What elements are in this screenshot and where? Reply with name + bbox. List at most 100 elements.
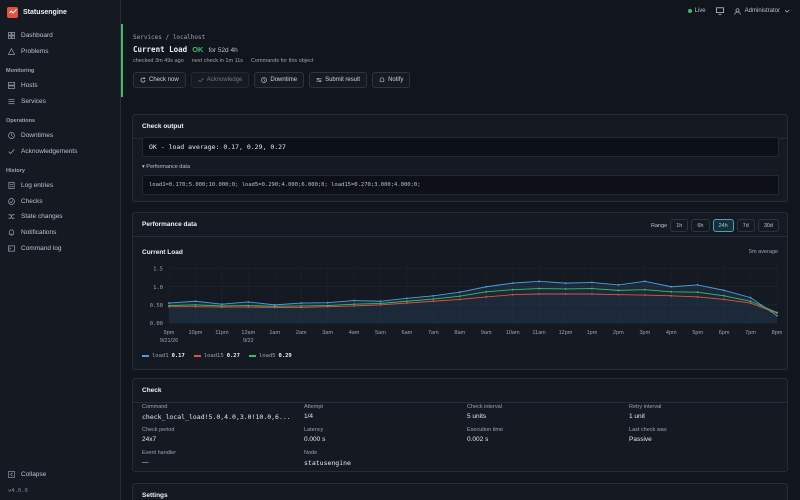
clock-icon	[261, 77, 268, 83]
y-tick-label: 0.00	[150, 321, 163, 327]
divider	[133, 402, 787, 403]
field-last-check: Last check was Passive	[629, 427, 667, 443]
legend-item-load15[interactable]: load15 0.27	[193, 353, 240, 359]
data-point-load1	[300, 302, 303, 304]
sliders-icon	[316, 77, 322, 83]
sidebar-item-label: State changes	[21, 212, 63, 220]
range-7d[interactable]: 7d	[736, 219, 755, 232]
range-24h[interactable]: 24h	[712, 219, 734, 232]
sidebar-item-label: Log entries	[21, 181, 54, 189]
data-point-load1	[485, 285, 488, 288]
x-tick-label: 3am	[322, 330, 333, 336]
series-area-load1	[169, 281, 777, 323]
collapse-button[interactable]: Collapse	[8, 471, 46, 478]
data-point-load15	[696, 296, 699, 298]
sidebar-item-services[interactable]: Services	[8, 96, 46, 106]
acknowledge-button[interactable]: Acknowledge	[190, 72, 250, 88]
sidebar-item-dashboard[interactable]: Dashboard	[8, 30, 53, 40]
field-retry-interval: Retry interval 1 unit	[629, 404, 661, 420]
data-point-load5	[776, 311, 778, 314]
breadcrumb[interactable]: Services / localhost	[133, 34, 206, 41]
sidebar-item-notifications[interactable]: Notifications	[8, 227, 56, 237]
legend-value: 0.29	[278, 353, 292, 359]
sidebar-item-hosts[interactable]: Hosts	[8, 80, 38, 90]
bell-icon	[8, 229, 15, 236]
chevron-left-icon	[8, 471, 15, 478]
sidebar-item-problems[interactable]: Problems	[8, 46, 48, 56]
data-point-load15	[194, 305, 197, 308]
bell-icon	[379, 77, 385, 82]
sidebar-item-log-entries[interactable]: Log entries	[8, 180, 53, 190]
data-point-load1	[432, 294, 435, 297]
data-point-load15	[564, 293, 567, 295]
perfdata-toggle[interactable]: ▾ Performance data	[142, 164, 191, 170]
range-6h[interactable]: 6h	[691, 219, 710, 232]
sidebar-item-command-log[interactable]: Command log	[8, 243, 61, 253]
x-tick-label: 12am	[241, 330, 255, 336]
x-tick-label: 11am	[532, 330, 546, 336]
notify-button[interactable]: Notify	[372, 72, 411, 88]
sidebar-item-downtimes[interactable]: Downtimes	[8, 130, 53, 140]
legend-name: load1	[152, 353, 169, 359]
data-point-load5	[643, 288, 646, 291]
x-tick-label: 10pm	[189, 330, 203, 336]
user-menu[interactable]: Administrator	[734, 7, 790, 15]
x-tick-label: 9pm	[164, 330, 175, 336]
sidebar-item-label: Notifications	[21, 228, 57, 236]
x-tick-label: 1am	[269, 330, 280, 336]
legend-item-load5[interactable]: load5 0.29	[248, 353, 292, 359]
field-value: Passive	[629, 436, 652, 443]
sidebar-item-label: Hosts	[21, 81, 38, 89]
x-tick-label: 8pm	[772, 330, 783, 336]
next-check: next check in 1m 11s	[191, 58, 244, 64]
field-value: 5 units	[467, 413, 487, 420]
data-point-load1	[749, 296, 752, 299]
field-event-handler: Event handler —	[142, 450, 176, 466]
range-30d[interactable]: 30d	[757, 219, 779, 232]
field-value: 1 unit	[629, 413, 645, 420]
data-point-load1	[353, 299, 355, 302]
submit-result-button[interactable]: Submit result	[309, 72, 368, 88]
legend-item-load1[interactable]: load1 0.17	[142, 353, 185, 359]
card-title: Check	[142, 387, 162, 394]
load-chart[interactable]: 0.00 0.50 1.0 1.5 9pm 9/21/26 10pm 11pm 12am 9/22…	[133, 261, 787, 353]
data-point-load5	[406, 300, 408, 303]
check-now-button[interactable]: Check now	[133, 72, 186, 88]
downtime-button[interactable]: Downtime	[254, 72, 305, 88]
last-checked: checked 3m 49s ago	[133, 58, 184, 64]
live-indicator[interactable]: Live	[687, 8, 706, 14]
chart-legend: load1 0.17 load15 0.27 load5 0.29	[142, 353, 292, 359]
data-point-load1	[696, 284, 699, 286]
data-point-load1	[247, 301, 250, 303]
user-icon	[734, 7, 741, 15]
x-tick-label: 9am	[481, 330, 492, 336]
field-command: Command check_local_load!5.0,4.0,3.0!10.0…	[142, 404, 291, 421]
data-point-load1	[643, 280, 646, 283]
data-point-load1	[670, 285, 673, 288]
sidebar-item-label: Acknowledgements	[21, 147, 78, 155]
y-tick-label: 1.0	[153, 285, 163, 291]
legend-swatch	[142, 355, 149, 357]
state-duration: for 52d 4h	[208, 47, 238, 54]
sidebar-item-label: Command log	[21, 244, 62, 252]
sidebar-item-label: Dashboard	[21, 31, 53, 39]
data-point-load15	[406, 302, 408, 304]
range-1h[interactable]: 1h	[670, 219, 689, 232]
data-point-load1	[591, 281, 593, 284]
data-point-load15	[723, 298, 726, 301]
monitor-icon[interactable]	[715, 7, 724, 15]
range-selector: Range 1h 6h 24h 7d 30d	[651, 219, 779, 232]
y-tick-label: 1.5	[153, 267, 163, 273]
chart-aggregation: 5m average	[748, 249, 778, 255]
collapse-label: Collapse	[21, 471, 47, 478]
sidebar-item-acknowledgements[interactable]: Acknowledgements	[8, 146, 77, 156]
check-circle-icon	[8, 197, 15, 205]
data-point-load5	[538, 287, 540, 290]
sidebar-item-state-changes[interactable]: State changes	[8, 211, 63, 221]
sidebar-item-checks[interactable]: Checks	[8, 196, 43, 206]
user-name: Administrator	[744, 8, 780, 14]
brand[interactable]: Statusengine	[7, 6, 67, 18]
page-title: Current Load OK for 52d 4h	[133, 45, 238, 54]
dashboard-icon	[8, 31, 15, 39]
live-dot-icon	[687, 9, 692, 13]
